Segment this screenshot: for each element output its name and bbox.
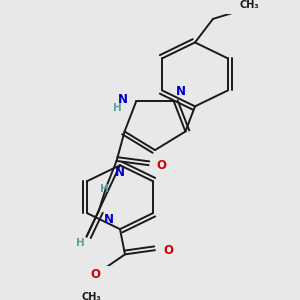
Text: N: N bbox=[103, 213, 114, 226]
Text: N: N bbox=[118, 93, 128, 106]
Text: N: N bbox=[115, 167, 124, 179]
Text: H: H bbox=[113, 103, 122, 113]
Text: CH₃: CH₃ bbox=[81, 292, 101, 300]
Text: O: O bbox=[157, 159, 166, 172]
Text: H: H bbox=[100, 184, 109, 194]
Text: CH₃: CH₃ bbox=[240, 0, 260, 10]
Text: H: H bbox=[76, 238, 85, 248]
Text: O: O bbox=[163, 244, 173, 257]
Text: N: N bbox=[176, 85, 186, 98]
Text: O: O bbox=[90, 268, 100, 281]
